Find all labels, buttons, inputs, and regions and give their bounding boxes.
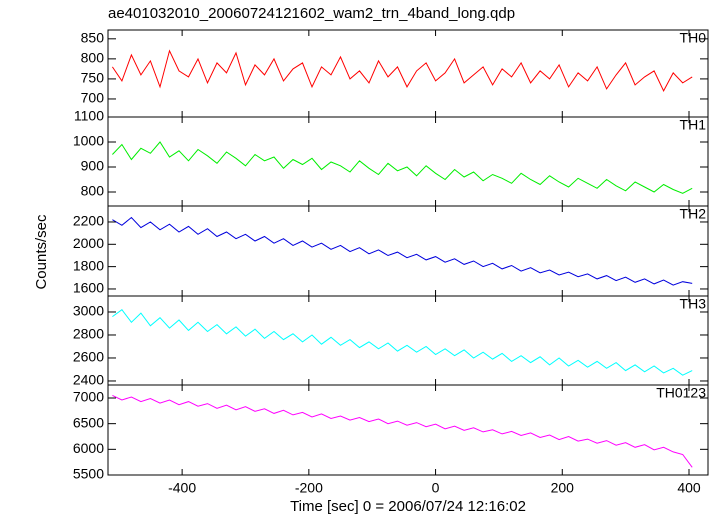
panel-label: TH0	[680, 30, 707, 46]
y-tick-label: 5500	[73, 466, 104, 482]
panel-frame	[107, 295, 709, 386]
y-tick-label: 1600	[73, 280, 104, 296]
y-tick-label: 2800	[73, 326, 104, 342]
y-axis-label: Counts/sec	[33, 214, 50, 290]
x-tick-label: -400	[168, 480, 196, 496]
y-tick-label: 2600	[73, 349, 104, 365]
x-tick-label: 200	[551, 480, 575, 496]
y-tick-label: 1100	[74, 108, 104, 124]
y-tick-label: 1000	[73, 133, 104, 149]
y-tick-label: 850	[81, 30, 105, 46]
data-line	[112, 141, 693, 194]
y-tick-label: 700	[81, 90, 105, 106]
y-tick-label: 3000	[73, 303, 104, 319]
y-tick-label: 1800	[73, 257, 104, 273]
y-tick-label: 800	[81, 183, 105, 199]
y-tick-label: 2200	[73, 213, 104, 229]
data-line	[112, 309, 693, 376]
data-line	[112, 394, 693, 468]
y-tick-label: 750	[81, 70, 105, 86]
x-tick-label: 400	[677, 480, 701, 496]
panel-frame	[107, 116, 709, 207]
panel-frame	[107, 205, 709, 297]
x-axis-label: Time [sec] 0 = 2006/07/24 12:16:02	[290, 498, 526, 515]
y-tick-label: 900	[81, 158, 105, 174]
y-tick-label: 6000	[73, 440, 104, 456]
y-tick-label: 2000	[73, 235, 104, 251]
data-line	[111, 49, 693, 93]
panel-label: TH0123	[656, 385, 706, 401]
data-line	[112, 216, 693, 286]
y-tick-label: 2400	[73, 372, 104, 388]
panel-label: TH3	[680, 296, 707, 312]
y-tick-label: 7000	[73, 389, 104, 405]
panel-frame	[107, 384, 709, 476]
y-tick-label: 6500	[73, 414, 104, 430]
panel-label: TH2	[680, 206, 707, 222]
panel-label: TH1	[680, 117, 707, 133]
chart-title: ae401032010_20060724121602_wam2_trn_4ban…	[108, 5, 515, 22]
x-tick-label: 0	[432, 480, 440, 496]
y-tick-label: 800	[81, 50, 105, 66]
panel-frame	[107, 29, 709, 118]
x-tick-label: -200	[295, 480, 323, 496]
